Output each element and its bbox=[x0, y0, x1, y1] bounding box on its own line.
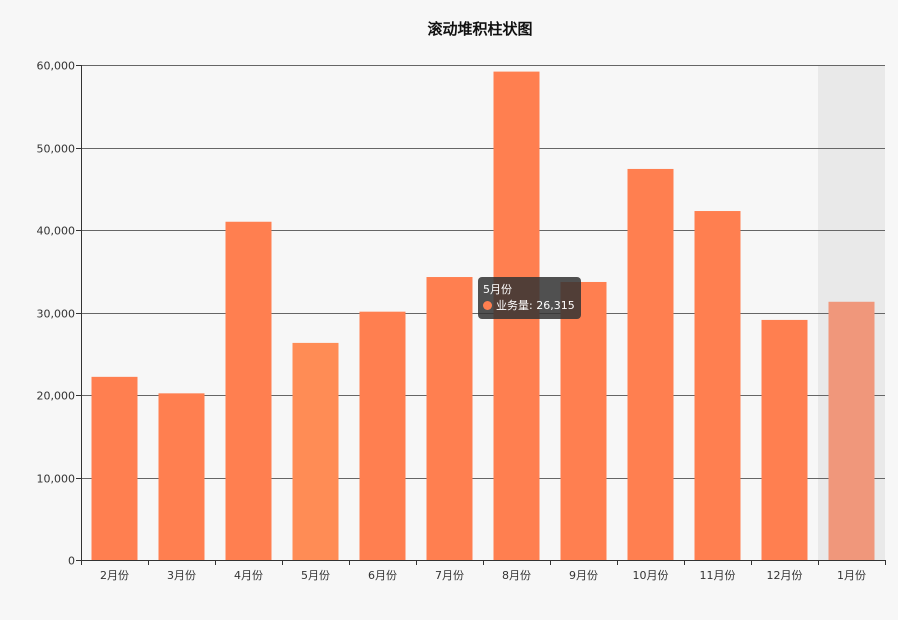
bar[interactable] bbox=[225, 221, 272, 560]
x-tick-label: 12月份 bbox=[767, 569, 803, 582]
x-tick-label: 6月份 bbox=[368, 569, 397, 582]
bar[interactable] bbox=[761, 319, 808, 560]
bar[interactable] bbox=[91, 376, 138, 560]
x-tick-label: 4月份 bbox=[234, 569, 263, 582]
y-tick-label: 60,000 bbox=[37, 60, 76, 73]
x-tick-label: 9月份 bbox=[569, 569, 598, 582]
x-tick-label: 7月份 bbox=[435, 569, 464, 582]
y-tick-label: 30,000 bbox=[37, 308, 76, 321]
chart-title: 滚动堆积柱状图 bbox=[427, 20, 532, 38]
tooltip-separator: : bbox=[529, 299, 537, 312]
y-tick-label: 50,000 bbox=[37, 143, 76, 156]
tooltip-row: 业务量: 26,315 bbox=[483, 298, 575, 314]
x-tick-label: 8月份 bbox=[502, 569, 531, 582]
chart-tooltip: 5月份 业务量: 26,315 bbox=[478, 277, 581, 319]
x-tick-label: 11月份 bbox=[700, 569, 736, 582]
x-tick-label: 2月份 bbox=[100, 569, 129, 582]
bar[interactable] bbox=[158, 393, 205, 560]
x-tick-label: 5月份 bbox=[301, 569, 330, 582]
bar[interactable] bbox=[694, 211, 741, 560]
bar[interactable] bbox=[828, 301, 875, 560]
series-color-dot bbox=[483, 301, 492, 310]
tooltip-value: 26,315 bbox=[536, 299, 575, 312]
bar[interactable] bbox=[359, 311, 406, 560]
bar[interactable] bbox=[292, 342, 339, 560]
tooltip-title: 5月份 bbox=[483, 283, 512, 296]
tooltip-series-label: 业务量 bbox=[496, 299, 529, 312]
bar[interactable] bbox=[560, 281, 607, 560]
bar[interactable] bbox=[426, 277, 473, 560]
x-tick-label: 3月份 bbox=[167, 569, 196, 582]
x-tick-label: 1月份 bbox=[837, 569, 866, 582]
y-tick-label: 40,000 bbox=[37, 225, 76, 238]
y-tick-label: 10,000 bbox=[37, 473, 76, 486]
x-tick-label: 10月份 bbox=[633, 569, 669, 582]
bar[interactable] bbox=[627, 168, 674, 560]
y-tick-label: 0 bbox=[68, 555, 75, 568]
y-tick-label: 20,000 bbox=[37, 390, 76, 403]
